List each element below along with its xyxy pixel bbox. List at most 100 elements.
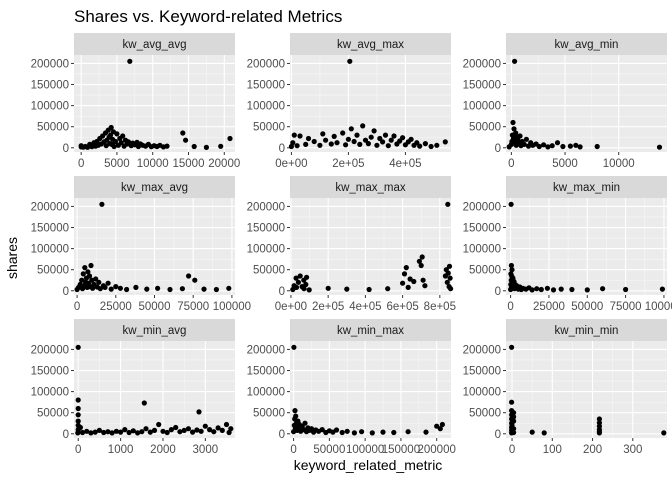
x-tick-label: 20000	[208, 158, 240, 170]
data-point	[127, 58, 133, 64]
data-point	[143, 426, 149, 432]
y-tick-label: 200000	[31, 58, 69, 70]
data-point	[446, 263, 453, 269]
data-point	[293, 275, 299, 281]
y-tick-label: 0	[63, 143, 69, 155]
y-tick-label: 150000	[31, 80, 69, 92]
data-point	[164, 143, 170, 149]
data-point	[173, 424, 179, 431]
x-tick-label: 2000	[150, 444, 176, 456]
data-point	[82, 265, 88, 271]
data-point	[86, 273, 93, 279]
data-point	[219, 427, 225, 433]
facet-kw_avg_min: kw_avg_min 0 50000 100000 150000 200000 0 5000 1…	[463, 33, 667, 170]
y-tick-label: 150000	[463, 366, 501, 378]
data-point	[320, 131, 326, 137]
data-point	[160, 428, 166, 434]
x-tick-label: 4e+05	[349, 301, 381, 313]
data-point	[369, 430, 375, 436]
data-point	[401, 271, 408, 277]
data-point	[180, 130, 186, 136]
data-point	[385, 143, 391, 149]
data-point	[448, 286, 454, 292]
facet-kw_min_avg: kw_min_avg 0 50000 100000 150000 200000 0 1000 2…	[31, 319, 235, 456]
data-point	[428, 143, 434, 150]
data-point	[357, 141, 363, 147]
data-point	[560, 143, 566, 150]
data-point	[340, 130, 346, 136]
data-point	[513, 130, 519, 136]
y-tick-label: 0	[279, 429, 285, 441]
data-point	[293, 413, 299, 419]
data-point	[84, 428, 90, 434]
x-tick-label: 0	[509, 444, 515, 456]
facet-kw_max_min: kw_max_min 0 50000 100000 150000 200000 0 25000…	[463, 176, 672, 313]
data-point	[411, 278, 417, 285]
data-point	[156, 421, 162, 428]
data-point	[303, 281, 309, 288]
y-tick-label: 100000	[31, 387, 69, 399]
data-point	[382, 132, 389, 138]
x-tick-label: 200	[583, 444, 602, 456]
y-tick-label: 200000	[463, 58, 501, 70]
data-point	[88, 430, 94, 436]
x-tick-label: 1000	[108, 444, 134, 456]
data-point	[89, 277, 95, 283]
data-point	[408, 136, 414, 142]
facet-strip-label: kw_avg_max	[337, 39, 404, 51]
data-point	[88, 262, 94, 269]
data-point	[167, 286, 173, 293]
facet-strip	[506, 33, 667, 55]
data-point	[75, 418, 81, 424]
facet-strip	[74, 319, 235, 341]
x-tick-label: 75000	[177, 301, 209, 313]
data-point	[385, 286, 391, 292]
data-point	[203, 144, 209, 150]
x-tick-label: 200000	[418, 444, 456, 456]
y-tick-label: 100000	[247, 387, 285, 399]
data-point	[600, 286, 606, 292]
data-point	[112, 138, 119, 145]
data-point	[510, 418, 517, 424]
y-tick-label: 200000	[247, 58, 285, 70]
data-point	[442, 139, 448, 145]
data-point	[661, 430, 667, 436]
data-point	[223, 421, 230, 428]
data-point	[521, 141, 527, 147]
data-point	[419, 254, 425, 260]
x-tick-label: 0e+00	[275, 158, 307, 170]
facet-strip-label: kw_min_min	[555, 325, 619, 337]
data-point	[623, 286, 629, 293]
data-point	[164, 429, 170, 436]
data-point	[659, 286, 666, 292]
data-point	[111, 143, 117, 150]
x-tick-label: 10000	[137, 158, 169, 170]
data-point	[348, 126, 354, 132]
facet-strip-label: kw_max_max	[335, 182, 406, 194]
data-point	[80, 271, 86, 277]
data-point	[294, 143, 300, 149]
data-point	[228, 426, 234, 432]
data-point	[185, 426, 191, 432]
data-point	[108, 286, 114, 292]
data-point	[168, 427, 174, 433]
facet-kw_max_avg: kw_max_avg 0 50000 100000 150000 200000 0 25000…	[31, 176, 251, 313]
data-point	[366, 286, 372, 293]
data-point	[405, 429, 411, 435]
data-point	[510, 429, 517, 436]
data-point	[303, 141, 309, 147]
y-tick-label: 150000	[31, 223, 69, 235]
y-tick-label: 50000	[469, 122, 501, 134]
x-tick-label: 150000	[382, 444, 420, 456]
data-point	[120, 133, 126, 139]
y-tick-label: 50000	[469, 265, 501, 277]
facet-strip	[74, 33, 235, 55]
data-point	[293, 284, 300, 290]
panel-background	[74, 341, 235, 438]
data-point	[509, 267, 515, 273]
data-point	[360, 123, 366, 129]
y-tick-label: 200000	[247, 344, 285, 356]
data-point	[558, 286, 564, 292]
data-point	[534, 286, 540, 292]
y-tick-label: 0	[279, 286, 285, 298]
